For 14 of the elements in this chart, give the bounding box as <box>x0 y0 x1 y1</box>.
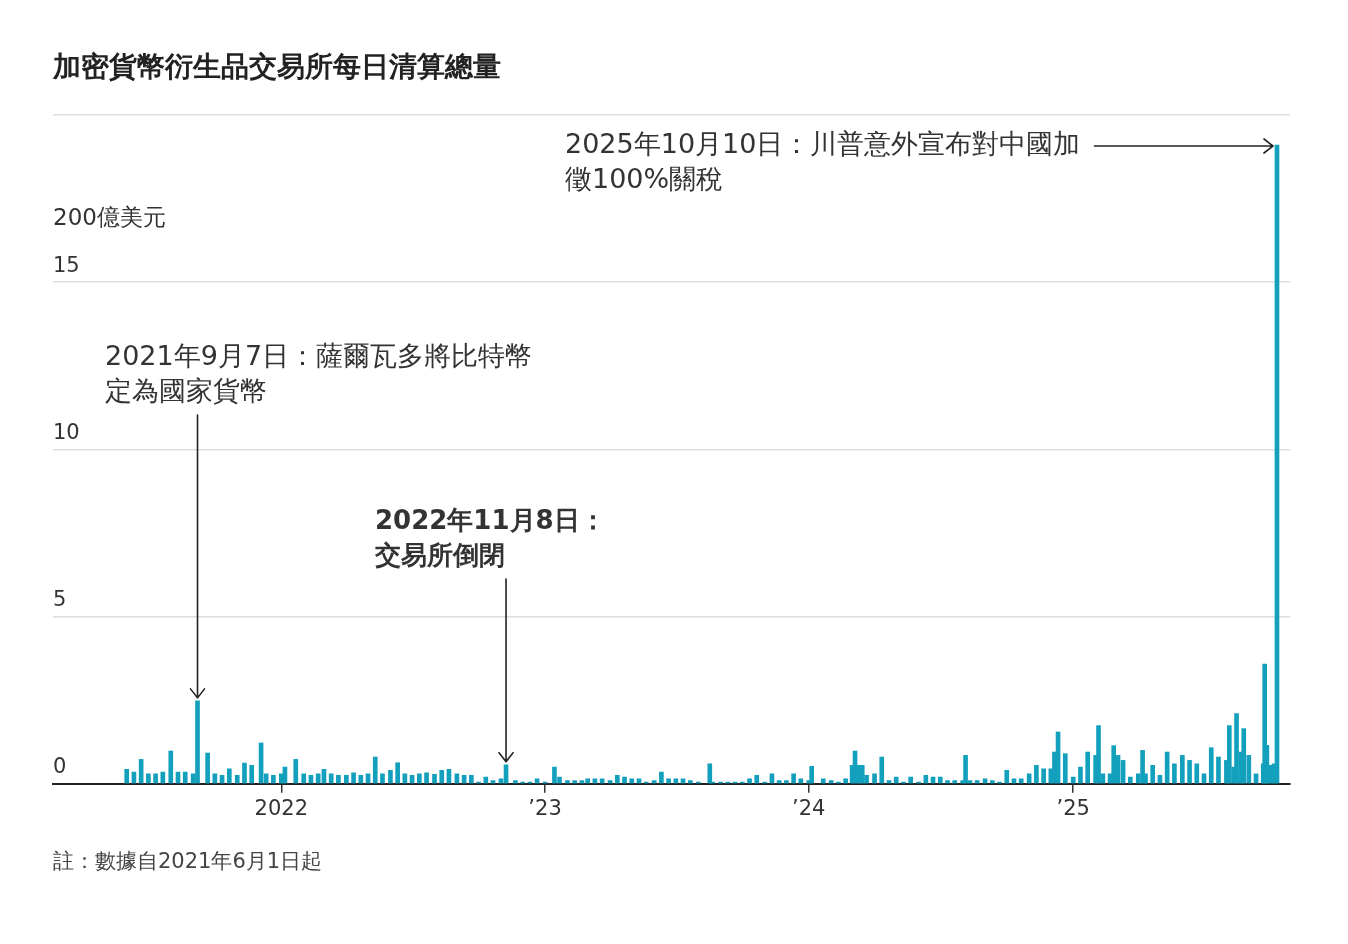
y-tick-label: 0 <box>53 754 67 779</box>
chart-title: 加密貨幣衍生品交易所每日清算總量 <box>53 49 501 85</box>
annotation: 2022年11月8日：交易所倒閉 <box>374 504 606 570</box>
x-tick-label: ’25 <box>1056 795 1090 820</box>
annotation: 2021年9月7日：薩爾瓦多將比特幣定為國家貨幣 <box>105 340 533 407</box>
x-tick-label: ’23 <box>528 795 562 820</box>
x-tick-label: ’24 <box>792 795 826 820</box>
y-axis-title: 200億美元 <box>53 203 166 230</box>
text: 註：數據自2021年6月1日起 <box>53 849 323 874</box>
y-tick-label: 15 <box>53 252 80 277</box>
annotation: 2025年10月10日：川普意外宣布對中國加徵100%關稅 <box>565 128 1081 195</box>
y-tick-label: 10 <box>53 419 80 444</box>
y-tick-label: 5 <box>53 587 67 612</box>
x-tick-label: 2022 <box>254 795 309 820</box>
